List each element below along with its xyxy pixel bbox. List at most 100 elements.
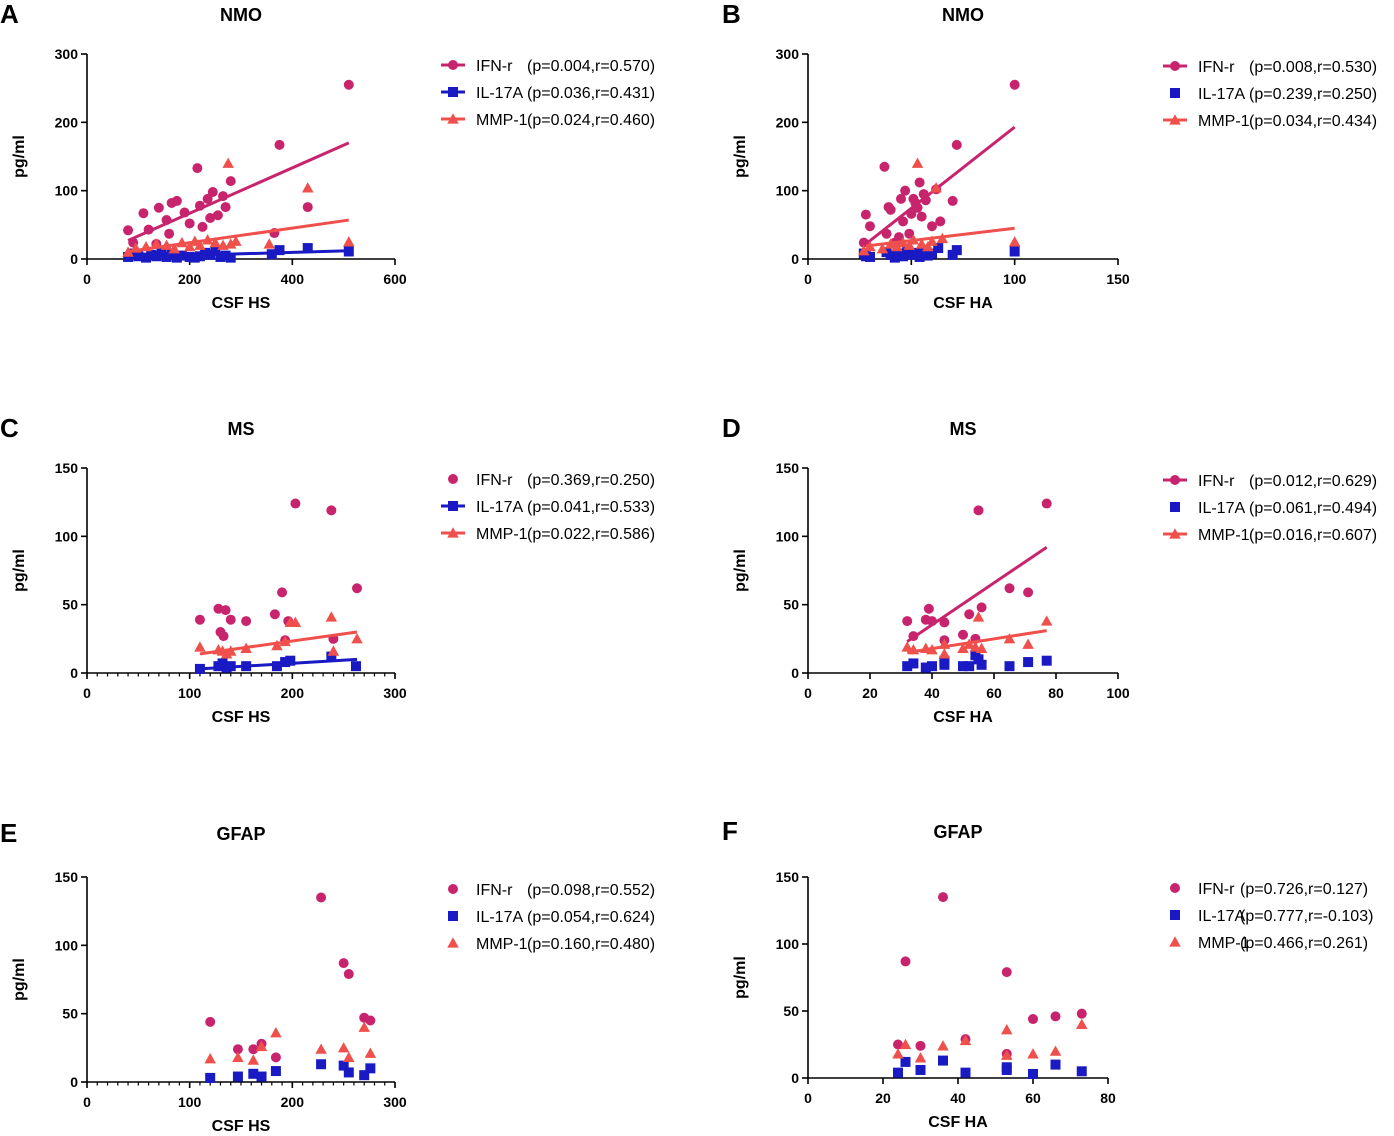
y-axis-label: pg/ml: [732, 549, 749, 592]
data-point-mmp1: [325, 611, 338, 622]
y-tick-label: 150: [776, 869, 800, 885]
data-point-mmp1: [232, 1051, 244, 1062]
data-point-mmp1: [279, 635, 291, 647]
data-point-ifn: [914, 177, 925, 188]
series-il17a: [205, 1059, 376, 1083]
series-mmp1: [204, 1021, 377, 1065]
data-point-il17a: [184, 251, 195, 262]
data-point-ifn: [881, 228, 892, 239]
x-tick-label: 50: [904, 271, 920, 287]
data-point-mmp1: [884, 238, 897, 249]
data-point-il17a: [927, 248, 937, 259]
data-point-ifn: [1041, 498, 1052, 509]
data-point-mmp1: [901, 641, 913, 652]
data-point-mmp1: [301, 182, 314, 193]
data-point-ifn: [964, 609, 975, 620]
data-point-mmp1: [130, 242, 142, 253]
data-point-il17a: [271, 661, 282, 672]
data-point-ifn: [184, 218, 195, 229]
data-point-mmp1: [938, 638, 951, 649]
data-point-ifn: [302, 202, 313, 213]
x-tick-label: 0: [83, 1094, 91, 1110]
legend-label: MMP-1: [1198, 935, 1250, 952]
series-ifn: [893, 892, 1087, 1059]
legend-stats: (p=0.369,r=0.250): [527, 472, 655, 489]
data-point-il17a: [210, 245, 221, 256]
data-point-ifn: [225, 176, 236, 187]
data-point-mmp1: [903, 239, 916, 250]
data-point-ifn: [893, 232, 904, 243]
data-point-ifn: [290, 498, 301, 509]
data-point-il17a: [302, 243, 313, 254]
y-axis-label: pg/ml: [732, 135, 749, 178]
data-point-mmp1: [922, 240, 934, 252]
x-axis-label: CSF HA: [933, 709, 993, 726]
legend-label: MMP-1: [476, 112, 528, 129]
data-point-mmp1: [204, 1053, 216, 1064]
data-point-ifn: [277, 587, 288, 598]
data-point-il17a: [933, 243, 944, 254]
data-point-ifn: [225, 614, 236, 625]
series-ifn: [123, 79, 354, 249]
data-point-mmp1: [194, 641, 206, 652]
data-point-ifn: [938, 892, 948, 903]
data-point-ifn: [220, 605, 231, 616]
data-point-ifn: [912, 202, 923, 213]
data-point-il17a: [194, 663, 205, 674]
data-point-il17a: [194, 251, 205, 262]
data-point-il17a: [951, 245, 962, 256]
panel-b: B NMO 0 100 200 300 0 50 100 150 CSF HA pg/ml IFN-r (…: [722, 0, 1377, 312]
legend-marker-mmp1: [447, 937, 459, 948]
data-point-ifn: [898, 216, 909, 227]
data-point-il17a: [215, 251, 226, 262]
data-point-mmp1: [240, 642, 252, 653]
data-point-mmp1: [122, 246, 134, 257]
data-point-mmp1: [160, 239, 173, 250]
legend-marker-ifn: [1170, 61, 1180, 71]
y-axis-label: pg/ml: [11, 958, 28, 1001]
data-point-mmp1: [224, 238, 237, 249]
data-point-mmp1: [209, 236, 222, 248]
legend-marker-ifn: [448, 884, 458, 894]
legend-stats: (p=0.004,r=0.570): [527, 58, 655, 75]
legend-label: IL-17A: [1198, 86, 1245, 103]
data-point-mmp1: [926, 235, 938, 246]
x-tick-label: 40: [924, 685, 940, 701]
data-point-il17a: [958, 661, 968, 672]
legend-marker-ifn: [448, 60, 458, 70]
legend-label: MMP-1: [476, 936, 528, 953]
data-point-ifn: [900, 956, 911, 967]
legend-item-il17a: IL-17A (p=0.239,r=0.250): [1170, 86, 1377, 103]
legend-item-mmp1: MMP-1 (p=0.034,r=0.434): [1163, 113, 1377, 130]
x-tick-label: 100: [178, 685, 202, 701]
data-point-mmp1: [907, 234, 920, 245]
data-point-mmp1: [247, 1054, 260, 1065]
data-point-il17a: [338, 1060, 349, 1071]
data-point-il17a: [274, 245, 285, 256]
data-point-il17a: [343, 246, 354, 257]
data-point-il17a: [1009, 246, 1020, 257]
legend-stats: (p=0.098,r=0.552): [527, 882, 655, 899]
panel-letter: F: [722, 816, 738, 846]
legend-stats: (p=0.036,r=0.431): [527, 85, 655, 102]
data-point-mmp1: [230, 235, 242, 246]
legend-label: IFN-r: [1198, 59, 1235, 76]
data-point-mmp1: [892, 1048, 904, 1059]
fit-line-ifn: [906, 546, 1048, 643]
data-point-mmp1: [263, 238, 275, 249]
y-tick-label: 100: [776, 183, 800, 199]
legend-stats: (p=0.034,r=0.434): [1249, 113, 1377, 130]
x-tick-label: 0: [804, 271, 812, 287]
panel-letter: B: [722, 0, 741, 29]
y-tick-label: 200: [55, 114, 79, 130]
legend-item-il17a: IL-17A (p=0.061,r=0.494): [1170, 500, 1377, 517]
x-tick-label: 40: [950, 1090, 966, 1106]
legend-item-il17a: IL-17A (p=0.036,r=0.431): [441, 85, 655, 102]
legend-label: IL-17A: [476, 909, 523, 926]
panel-letter: C: [0, 413, 19, 443]
data-point-il17a: [171, 252, 182, 263]
data-point-il17a: [898, 251, 909, 262]
data-point-mmp1: [1003, 633, 1016, 644]
x-tick-label: 200: [281, 1094, 305, 1110]
legend-marker-il17a: [448, 911, 458, 921]
